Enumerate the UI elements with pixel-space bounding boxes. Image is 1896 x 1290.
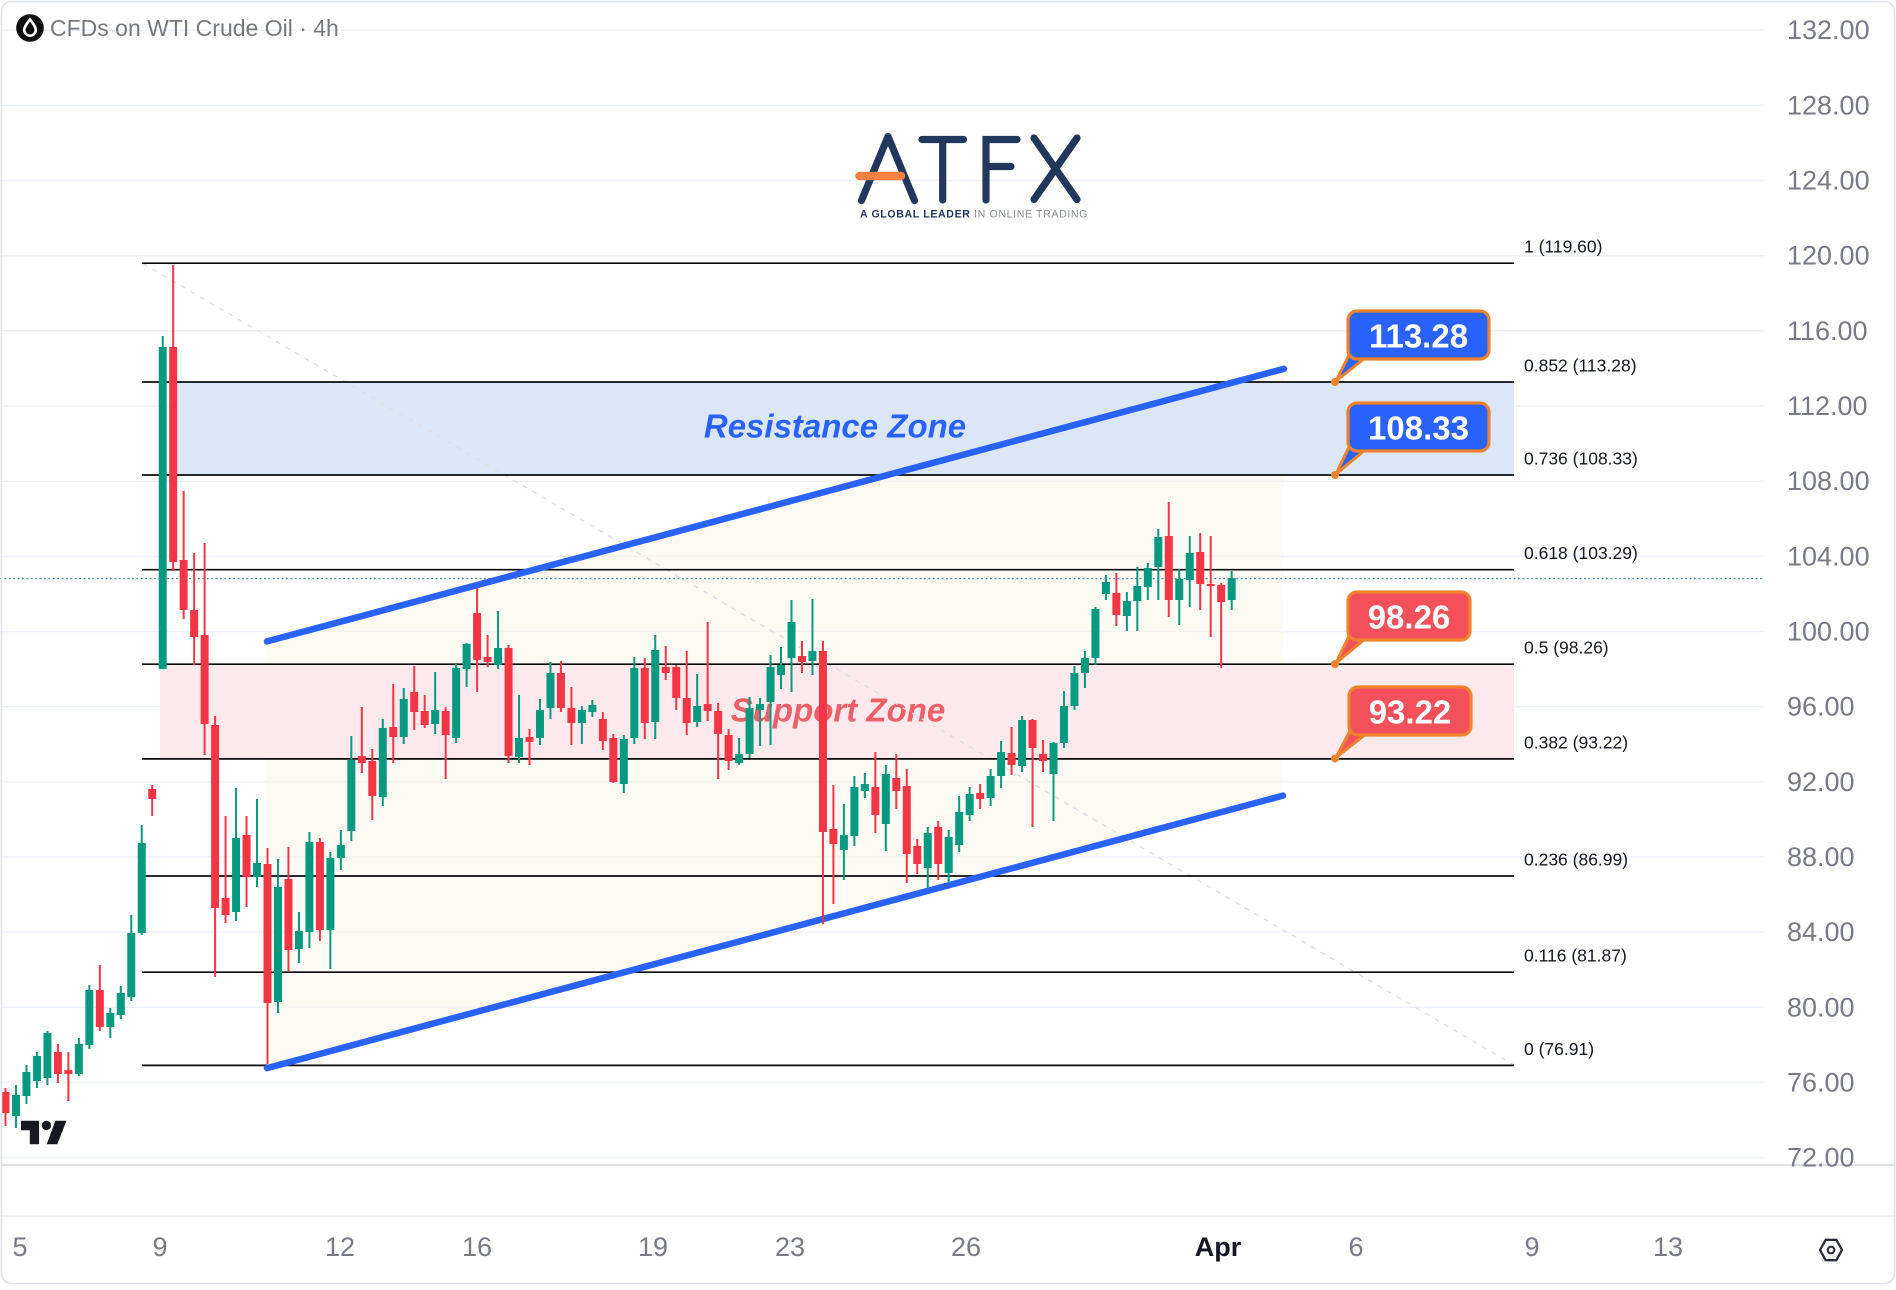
svg-text:0.852 (113.28): 0.852 (113.28) (1524, 356, 1637, 376)
svg-text:CFDs on WTI Crude Oil · 4h: CFDs on WTI Crude Oil · 4h (50, 15, 339, 41)
svg-text:0.618 (103.29): 0.618 (103.29) (1524, 543, 1638, 563)
svg-text:5: 5 (12, 1232, 27, 1262)
svg-text:0.736 (108.33): 0.736 (108.33) (1524, 449, 1638, 469)
svg-text:76.00: 76.00 (1787, 1067, 1855, 1097)
svg-text:6: 6 (1348, 1232, 1363, 1262)
svg-text:12: 12 (325, 1232, 355, 1262)
svg-text:Resistance Zone: Resistance Zone (704, 408, 966, 445)
svg-text:116.00: 116.00 (1787, 316, 1868, 346)
svg-text:Apr: Apr (1195, 1232, 1242, 1262)
svg-text:128.00: 128.00 (1787, 90, 1870, 120)
svg-text:0 (76.91): 0 (76.91) (1524, 1039, 1594, 1059)
svg-text:Support Zone: Support Zone (731, 692, 945, 729)
svg-text:0.116 (81.87): 0.116 (81.87) (1524, 946, 1627, 966)
svg-text:13: 13 (1653, 1232, 1683, 1262)
svg-text:0.236 (86.99): 0.236 (86.99) (1524, 850, 1628, 870)
svg-text:23: 23 (775, 1232, 805, 1262)
svg-text:93.22: 93.22 (1369, 694, 1452, 731)
svg-text:1 (119.60): 1 (119.60) (1524, 237, 1602, 257)
svg-text:104.00: 104.00 (1787, 541, 1870, 571)
svg-text:84.00: 84.00 (1787, 917, 1855, 947)
svg-text:0.382 (93.22): 0.382 (93.22) (1524, 732, 1628, 752)
svg-text:112.00: 112.00 (1787, 391, 1868, 421)
svg-text:88.00: 88.00 (1787, 842, 1855, 872)
svg-text:92.00: 92.00 (1787, 767, 1855, 797)
svg-text:72.00: 72.00 (1787, 1143, 1855, 1173)
svg-text:120.00: 120.00 (1787, 241, 1870, 271)
svg-text:26: 26 (951, 1232, 981, 1262)
svg-text:100.00: 100.00 (1787, 617, 1870, 647)
svg-text:132.00: 132.00 (1787, 15, 1870, 45)
svg-text:16: 16 (462, 1232, 492, 1262)
svg-text:0.5 (98.26): 0.5 (98.26) (1524, 638, 1609, 658)
svg-text:108.33: 108.33 (1368, 410, 1469, 447)
svg-text:19: 19 (638, 1232, 668, 1262)
svg-text:80.00: 80.00 (1787, 992, 1855, 1022)
svg-text:9: 9 (152, 1232, 167, 1262)
svg-text:124.00: 124.00 (1787, 166, 1870, 196)
svg-text:96.00: 96.00 (1787, 692, 1855, 722)
svg-text:A GLOBAL LEADER IN ONLINE TRAD: A GLOBAL LEADER IN ONLINE TRADING (860, 209, 1088, 221)
svg-text:9: 9 (1524, 1232, 1539, 1262)
svg-text:113.28: 113.28 (1369, 318, 1468, 355)
svg-text:108.00: 108.00 (1787, 466, 1870, 496)
svg-text:98.26: 98.26 (1368, 599, 1451, 636)
